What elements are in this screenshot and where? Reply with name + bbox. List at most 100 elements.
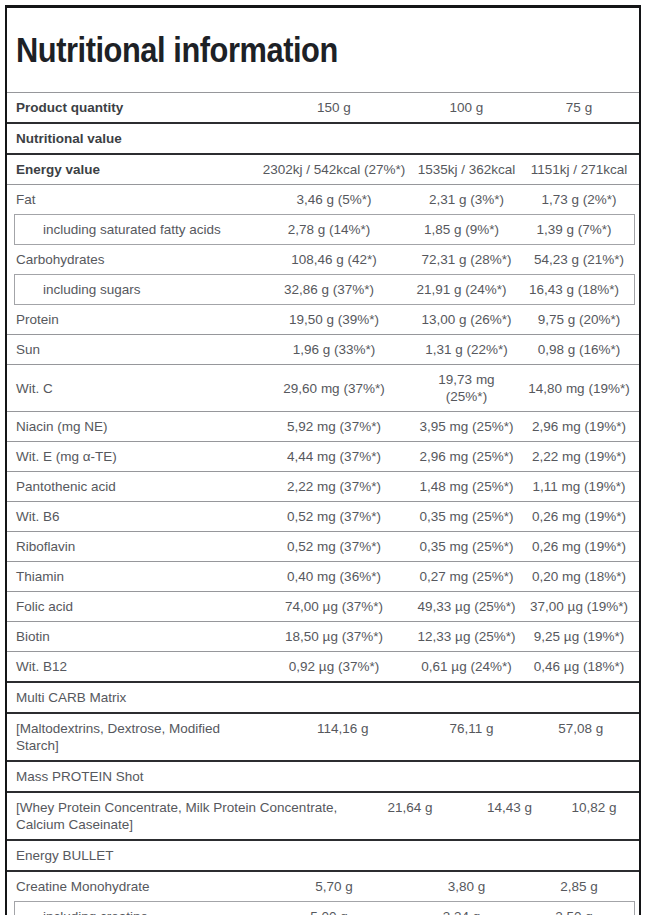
row-value: 19,73 mg (25%*) — [414, 365, 519, 411]
row-value: 5,00 g — [249, 902, 409, 915]
table-row: Wit. B60,52 mg (37%*)0,35 mg (25%*)0,26 … — [7, 501, 639, 531]
row-value: 1,85 g (9%*) — [409, 215, 514, 244]
row-label: including creatine — [15, 902, 249, 915]
row-value: 75 g — [519, 93, 639, 122]
table-row: including saturated fatty acids2,78 g (1… — [14, 214, 635, 245]
table-row: Fat3,46 g (5%*)2,31 g (3%*)1,73 g (2%*) — [7, 184, 639, 214]
row-label: Carbohydrates — [7, 245, 254, 274]
row-value: 54,23 g (21%*) — [519, 245, 639, 274]
table-row: including sugars32,86 g (37%*)21,91 g (2… — [14, 274, 635, 305]
table-row: Pantothenic acid2,22 mg (37%*)1,48 mg (2… — [7, 471, 639, 501]
row-label: Mass PROTEIN Shot — [7, 762, 254, 791]
row-label: Creatine Monohydrate — [7, 872, 254, 901]
row-value: 0,52 mg (37%*) — [254, 532, 414, 561]
row-label: Energy BULLET — [7, 841, 254, 870]
row-value: 14,43 g — [470, 793, 549, 822]
row-value: 21,64 g — [350, 793, 470, 822]
row-value: 2,96 mg (25%*) — [414, 442, 519, 471]
row-value: 9,25 µg (19%*) — [519, 622, 639, 651]
row-label: Multi CARB Matrix — [7, 683, 254, 712]
table-row: Wit. B120,92 µg (37%*)0,61 µg (24%*)0,46… — [7, 651, 639, 681]
row-value: 0,35 mg (25%*) — [414, 532, 519, 561]
row-value: 0,35 mg (25%*) — [414, 502, 519, 531]
row-value — [254, 771, 414, 783]
table-row: Folic acid74,00 µg (37%*)49,33 µg (25%*)… — [7, 591, 639, 621]
row-value: 0,20 mg (18%*) — [519, 562, 639, 591]
row-value: 19,50 g (39%*) — [254, 305, 414, 334]
row-value — [254, 692, 414, 704]
row-value: 49,33 µg (25%*) — [414, 592, 519, 621]
row-label: Wit. C — [7, 374, 254, 403]
table-row: Energy BULLET — [7, 839, 639, 870]
row-value: 3,95 mg (25%*) — [414, 412, 519, 441]
row-value: 150 g — [254, 93, 414, 122]
row-value: 0,61 µg (24%*) — [414, 652, 519, 681]
row-value: 0,92 µg (37%*) — [254, 652, 414, 681]
table-header: Nutritional information — [7, 8, 639, 92]
row-value: 4,44 mg (37%*) — [254, 442, 414, 471]
row-value: 2,96 mg (19%*) — [519, 412, 639, 441]
row-label: Riboflavin — [7, 532, 254, 561]
table-body: Product quantity150 g100 g75 gNutritiona… — [7, 92, 639, 915]
row-value: 100 g — [414, 93, 519, 122]
row-label: Niacin (mg NE) — [7, 412, 254, 441]
row-label: Product quantity — [7, 93, 254, 122]
row-value: 2,78 g (14%*) — [249, 215, 409, 244]
row-value: 2,22 mg (19%*) — [519, 442, 639, 471]
row-value: 10,82 g — [549, 793, 639, 822]
row-label: Wit. B6 — [7, 502, 254, 531]
row-value: 114,16 g — [265, 714, 420, 743]
row-value — [254, 133, 414, 145]
row-value — [519, 133, 639, 145]
table-row: Sun1,96 g (33%*)1,31 g (22%*)0,98 g (16%… — [7, 334, 639, 364]
row-value: 1,96 g (33%*) — [254, 335, 414, 364]
row-value: 0,40 mg (36%*) — [254, 562, 414, 591]
row-value: 0,27 mg (25%*) — [414, 562, 519, 591]
row-value: 2,85 g — [519, 872, 639, 901]
table-row: Multi CARB Matrix — [7, 681, 639, 712]
row-value: 13,00 g (26%*) — [414, 305, 519, 334]
row-value — [414, 771, 519, 783]
row-value: 0,52 mg (37%*) — [254, 502, 414, 531]
row-value: 1,73 g (2%*) — [519, 185, 639, 214]
table-row: Creatine Monohydrate5,70 g3,80 g2,85 g — [7, 870, 639, 901]
row-value: 1535kj / 362kcal — [414, 155, 519, 184]
row-value: 2,50 g — [514, 902, 634, 915]
row-value: 32,86 g (37%*) — [249, 275, 409, 304]
nutrition-table: Nutritional information Product quantity… — [5, 5, 641, 915]
row-value: 2,31 g (3%*) — [414, 185, 519, 214]
row-value: 0,98 g (16%*) — [519, 335, 639, 364]
row-value: 0,26 mg (19%*) — [519, 532, 639, 561]
row-value: 2,22 mg (37%*) — [254, 472, 414, 501]
row-value: 76,11 g — [420, 714, 522, 743]
row-label: Folic acid — [7, 592, 254, 621]
row-value: 3,46 g (5%*) — [254, 185, 414, 214]
row-label: Wit. E (mg α-TE) — [7, 442, 254, 471]
row-value — [414, 692, 519, 704]
row-label: Wit. B12 — [7, 652, 254, 681]
table-row: Wit. C29,60 mg (37%*)19,73 mg (25%*)14,8… — [7, 364, 639, 411]
table-row: Product quantity150 g100 g75 g — [7, 92, 639, 122]
row-value: 3,34 g — [409, 902, 514, 915]
row-value: 14,80 mg (19%*) — [519, 374, 639, 403]
table-row: Biotin18,50 µg (37%*)12,33 µg (25%*)9,25… — [7, 621, 639, 651]
row-value — [519, 850, 639, 862]
table-row: [Maltodextrins, Dextrose, Modified Starc… — [7, 712, 639, 760]
row-value: 3,80 g — [414, 872, 519, 901]
row-label: [Whey Protein Concentrate, Milk Protein … — [7, 793, 350, 839]
table-row: Riboflavin0,52 mg (37%*)0,35 mg (25%*)0,… — [7, 531, 639, 561]
table-row: Wit. E (mg α-TE)4,44 mg (37%*)2,96 mg (2… — [7, 441, 639, 471]
row-value: 9,75 g (20%*) — [519, 305, 639, 334]
row-value — [519, 771, 639, 783]
row-label: Sun — [7, 335, 254, 364]
row-label: Fat — [7, 185, 254, 214]
row-value: 1,31 g (22%*) — [414, 335, 519, 364]
row-value: 0,26 mg (19%*) — [519, 502, 639, 531]
row-value: 2302kj / 542kcal (27%*) — [254, 155, 414, 184]
row-value — [414, 850, 519, 862]
row-label: Nutritional value — [7, 124, 254, 153]
row-value: 74,00 µg (37%*) — [254, 592, 414, 621]
row-value — [414, 133, 519, 145]
row-label: Pantothenic acid — [7, 472, 254, 501]
row-value: 16,43 g (18%*) — [514, 275, 634, 304]
